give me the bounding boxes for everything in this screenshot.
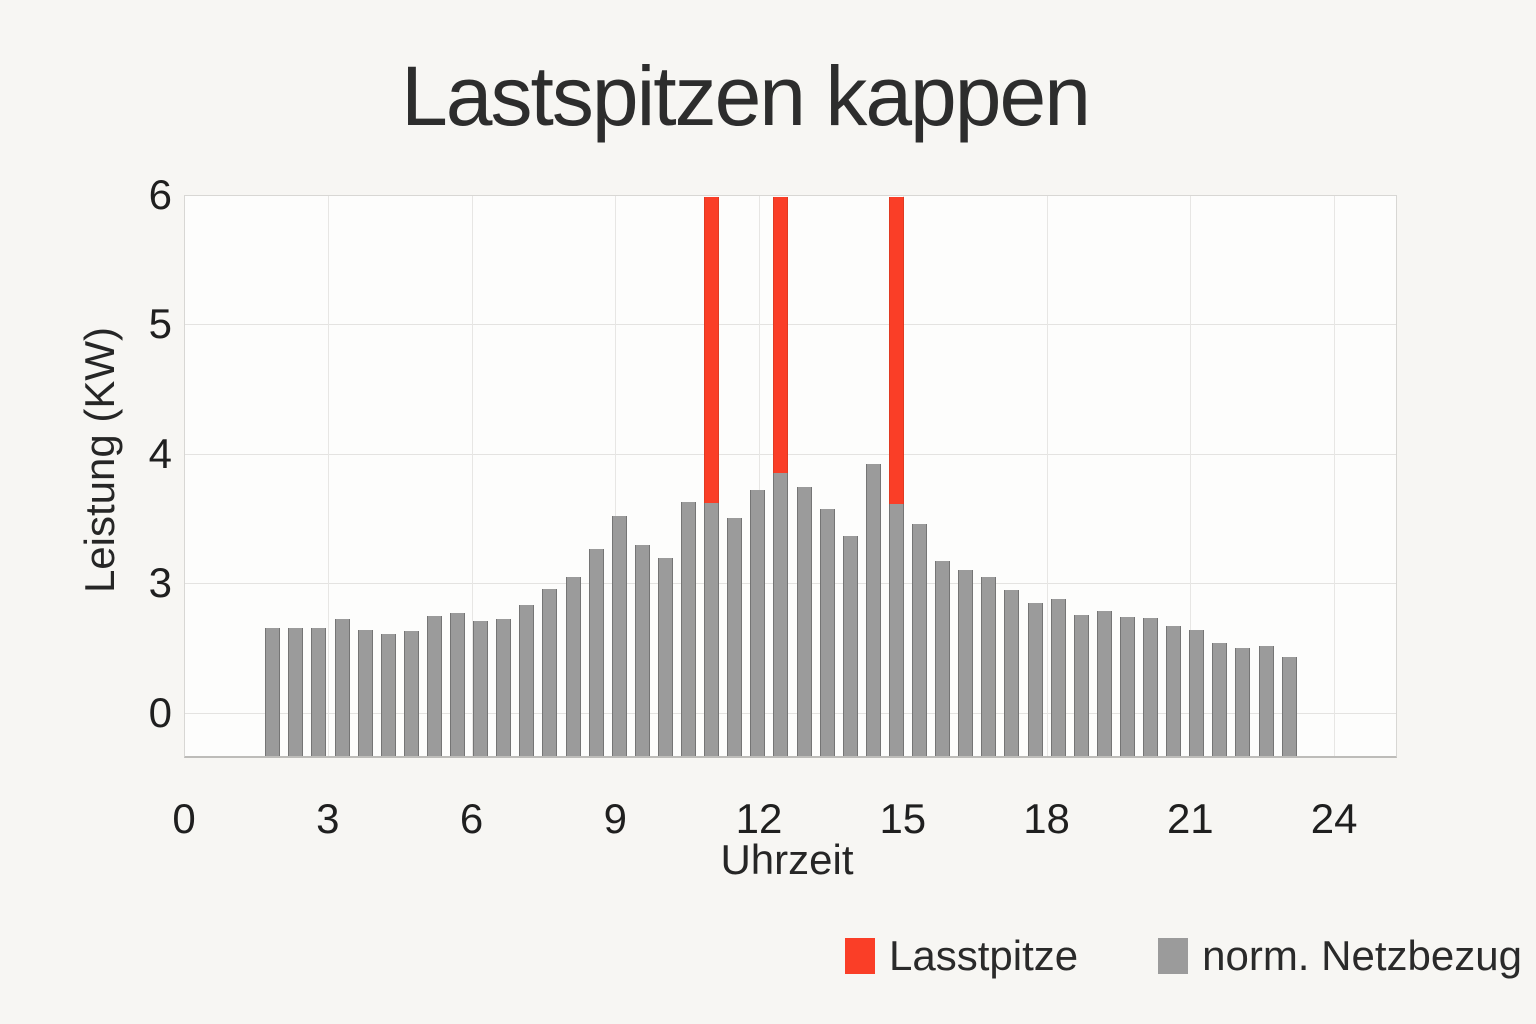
- bar-normal: [403, 631, 419, 756]
- bar-normal: [1096, 611, 1112, 756]
- bar-normal: [1281, 657, 1297, 756]
- bar-normal: [265, 628, 281, 756]
- bar-normal: [773, 473, 789, 756]
- x-axis-title: Uhrzeit: [720, 836, 854, 883]
- bar-normal: [935, 561, 951, 756]
- bar-normal: [357, 629, 373, 756]
- y-tick-label: 0: [148, 689, 172, 736]
- bar-normal: [865, 464, 881, 756]
- bar-peak-segment: [704, 197, 720, 503]
- chart-title: Lastspitzen kappen: [401, 49, 1091, 143]
- bar-normal: [1143, 618, 1159, 756]
- plot-area: [184, 195, 1397, 758]
- bar-normal: [496, 618, 512, 756]
- bar-normal: [888, 504, 904, 756]
- bar-normal: [1212, 642, 1228, 756]
- gridline-vertical: [615, 196, 617, 756]
- x-tick-label: 0: [172, 795, 196, 842]
- gridline-vertical: [327, 196, 329, 756]
- x-tick-label: 6: [459, 795, 484, 842]
- gridline-vertical: [1334, 196, 1336, 756]
- bar-normal: [519, 605, 535, 756]
- bar-normal: [1166, 625, 1182, 756]
- gridline-vertical: [759, 196, 761, 756]
- bar-normal: [842, 536, 858, 756]
- bar-normal: [426, 615, 442, 756]
- bar-normal: [1258, 645, 1274, 756]
- bar-normal: [542, 589, 558, 756]
- bar-normal: [958, 570, 974, 756]
- bar-normal: [657, 558, 673, 756]
- bar-normal: [311, 628, 327, 756]
- gridline-vertical: [471, 196, 473, 756]
- bar-normal: [819, 509, 835, 756]
- gridline-horizontal: [185, 713, 1396, 714]
- bar-normal: [912, 523, 928, 756]
- x-tick-label: 12: [735, 795, 783, 842]
- bar-normal: [1235, 648, 1251, 756]
- legend-item: Lasstpitze: [845, 932, 1078, 980]
- bar-normal: [727, 518, 743, 756]
- gridline-vertical: [1190, 196, 1192, 756]
- gridline-horizontal: [185, 583, 1396, 584]
- bar-normal: [681, 501, 697, 756]
- bar-normal: [611, 515, 627, 756]
- bar-normal: [334, 618, 350, 756]
- x-tick-label: 21: [1166, 795, 1214, 842]
- bar-normal: [588, 549, 604, 756]
- bar-normal: [750, 489, 766, 756]
- bar-peak-segment: [888, 197, 904, 505]
- bar-normal: [1027, 602, 1043, 756]
- bar-normal: [288, 628, 304, 756]
- bar-normal: [981, 576, 997, 756]
- bar-normal: [704, 502, 720, 756]
- legend-label: norm. Netzbezug: [1202, 932, 1522, 979]
- legend: Lasstpitze norm. Netzbezug: [845, 932, 1522, 980]
- bar-normal: [1004, 589, 1020, 756]
- bar-normal: [380, 634, 396, 756]
- legend-item: norm. Netzbezug: [1158, 932, 1522, 980]
- y-tick-label: 4: [148, 429, 172, 477]
- x-tick-label: 9: [603, 795, 627, 842]
- x-tick-label: 24: [1310, 795, 1358, 842]
- bar-normal: [565, 576, 581, 756]
- gridline-vertical: [1046, 196, 1048, 756]
- bar-normal: [634, 545, 650, 756]
- x-tick-label: 18: [1023, 795, 1070, 842]
- y-tick-label: 3: [148, 559, 172, 606]
- legend-swatch: [845, 938, 875, 974]
- bar-normal: [1050, 599, 1066, 756]
- gridline-horizontal: [185, 453, 1396, 455]
- y-tick-label: 5: [148, 300, 172, 348]
- gridline-horizontal: [185, 324, 1396, 326]
- bar-normal: [1073, 615, 1089, 756]
- y-tick-label: 6: [148, 171, 172, 218]
- x-tick-label: 3: [316, 795, 340, 842]
- bar-normal: [796, 487, 812, 756]
- bar-peak-segment: [773, 197, 789, 474]
- x-tick-label: 15: [879, 795, 927, 842]
- bar-normal: [450, 612, 466, 756]
- bar-normal: [1189, 629, 1205, 756]
- bar-normal: [1119, 616, 1135, 756]
- legend-label: Lasstpitze: [889, 932, 1079, 979]
- legend-swatch: [1158, 938, 1189, 974]
- bar-normal: [473, 621, 489, 756]
